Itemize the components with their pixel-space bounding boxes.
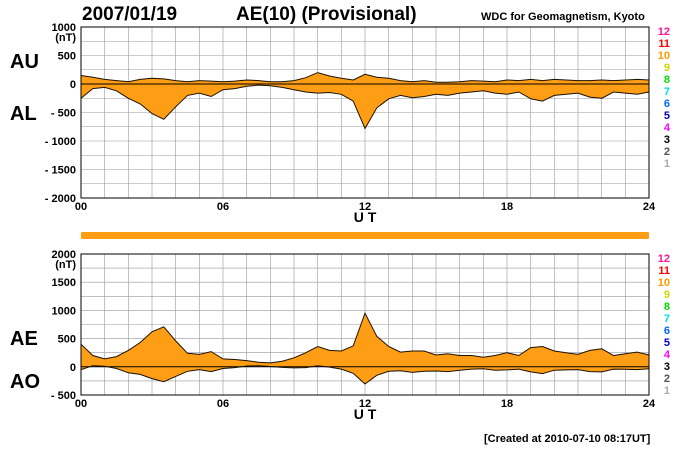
- au-al-xtick-label: 06: [217, 201, 229, 213]
- au-al-ytick-label: - 1500: [45, 165, 76, 177]
- au-al-xtick-label: 12: [359, 201, 371, 213]
- ae-ao-station-number: 7: [664, 313, 670, 325]
- au-al-ytick-label: 500: [58, 51, 76, 63]
- ae-ao-xlabel: U T: [354, 406, 377, 422]
- au-al-ytick-label: - 1000: [45, 136, 76, 148]
- au-al-xtick-label: 00: [75, 201, 87, 213]
- chart-title: AE(10) (Provisional): [236, 4, 417, 25]
- au-al-station-number: 4: [664, 122, 671, 134]
- au-al-station-number: 7: [664, 86, 670, 98]
- data-source: WDC for Geomagnetism, Kyoto: [481, 11, 645, 23]
- ae-ao-xtick-label: 00: [75, 398, 87, 410]
- ae-ao-station-number: 4: [664, 349, 671, 361]
- ae-ao-ylabel: (nT): [55, 259, 76, 271]
- ae-ao-ytick-label: 2000: [52, 249, 76, 261]
- ae-ao-ytick-label: 0: [70, 362, 76, 374]
- ae-ao-station-number: 11: [658, 265, 670, 277]
- au-al-ytick-label: - 500: [51, 108, 76, 120]
- series-al-line: [80, 84, 650, 130]
- ae-ao-station-number: 5: [664, 337, 670, 349]
- au-al-station-number: 2: [664, 146, 670, 158]
- au-al-station-number: 10: [658, 50, 670, 62]
- au-al-xtick-label: 18: [501, 201, 513, 213]
- ae-ao-station-number: 1: [664, 385, 670, 397]
- au-al-station-number: 12: [658, 26, 670, 38]
- au-al-ytick-label: 1000: [52, 22, 76, 34]
- ae-ao-xtick-label: 06: [217, 398, 229, 410]
- ae-ao-station-number: 10: [658, 277, 670, 289]
- created-timestamp: [Created at 2010-07-10 08:17UT]: [484, 433, 651, 445]
- series-ae-line: [80, 311, 650, 364]
- ae-ao-ytick-label: 500: [58, 334, 76, 346]
- ao-label: AO: [10, 371, 40, 393]
- au-al-xlabel: U T: [354, 209, 377, 225]
- series-ao-line: [80, 365, 650, 385]
- ae-ao-xtick-label: 18: [501, 398, 513, 410]
- au-al-ytick-label: 0: [70, 79, 76, 91]
- au-al-station-number: 1: [664, 158, 670, 170]
- series-au-line: [80, 72, 650, 83]
- ae-ao-frame: [80, 253, 650, 396]
- separator-bar: [81, 232, 649, 239]
- au-al-station-number: 5: [664, 110, 670, 122]
- au-al-station-number: 9: [664, 62, 670, 74]
- ae-ao-ytick-label: 1000: [52, 305, 76, 317]
- ae-ao-station-number: 9: [664, 289, 670, 301]
- au-al-station-number: 3: [664, 134, 670, 146]
- ae-ao-xtick-label: 24: [643, 398, 656, 410]
- ae-ao-station-number: 3: [664, 361, 670, 373]
- ae-ao-station-number: 6: [664, 325, 670, 337]
- au-al-ylabel: (nT): [55, 32, 76, 44]
- au-label: AU: [10, 51, 39, 73]
- au-al-band: [81, 72, 649, 129]
- ae-ao-station-number: 8: [664, 301, 670, 313]
- ae-ao-station-number: 2: [664, 373, 670, 385]
- al-label: AL: [10, 103, 37, 125]
- ae-ao-xtick-label: 12: [359, 398, 371, 410]
- ae-label: AE: [10, 328, 38, 350]
- chart-date: 2007/01/19: [82, 4, 178, 25]
- ae-ao-ytick-label: - 500: [51, 390, 76, 402]
- ae-ao-station-number: 12: [658, 253, 670, 265]
- au-al-station-number: 11: [658, 38, 670, 50]
- au-al-frame: [80, 26, 650, 199]
- au-al-station-number: 8: [664, 74, 670, 86]
- au-al-xtick-label: 24: [643, 201, 656, 213]
- au-al-station-number: 6: [664, 98, 670, 110]
- ae-ao-ytick-label: 1500: [52, 277, 76, 289]
- ae-ao-band: [81, 313, 649, 384]
- au-al-ytick-label: - 2000: [45, 193, 76, 205]
